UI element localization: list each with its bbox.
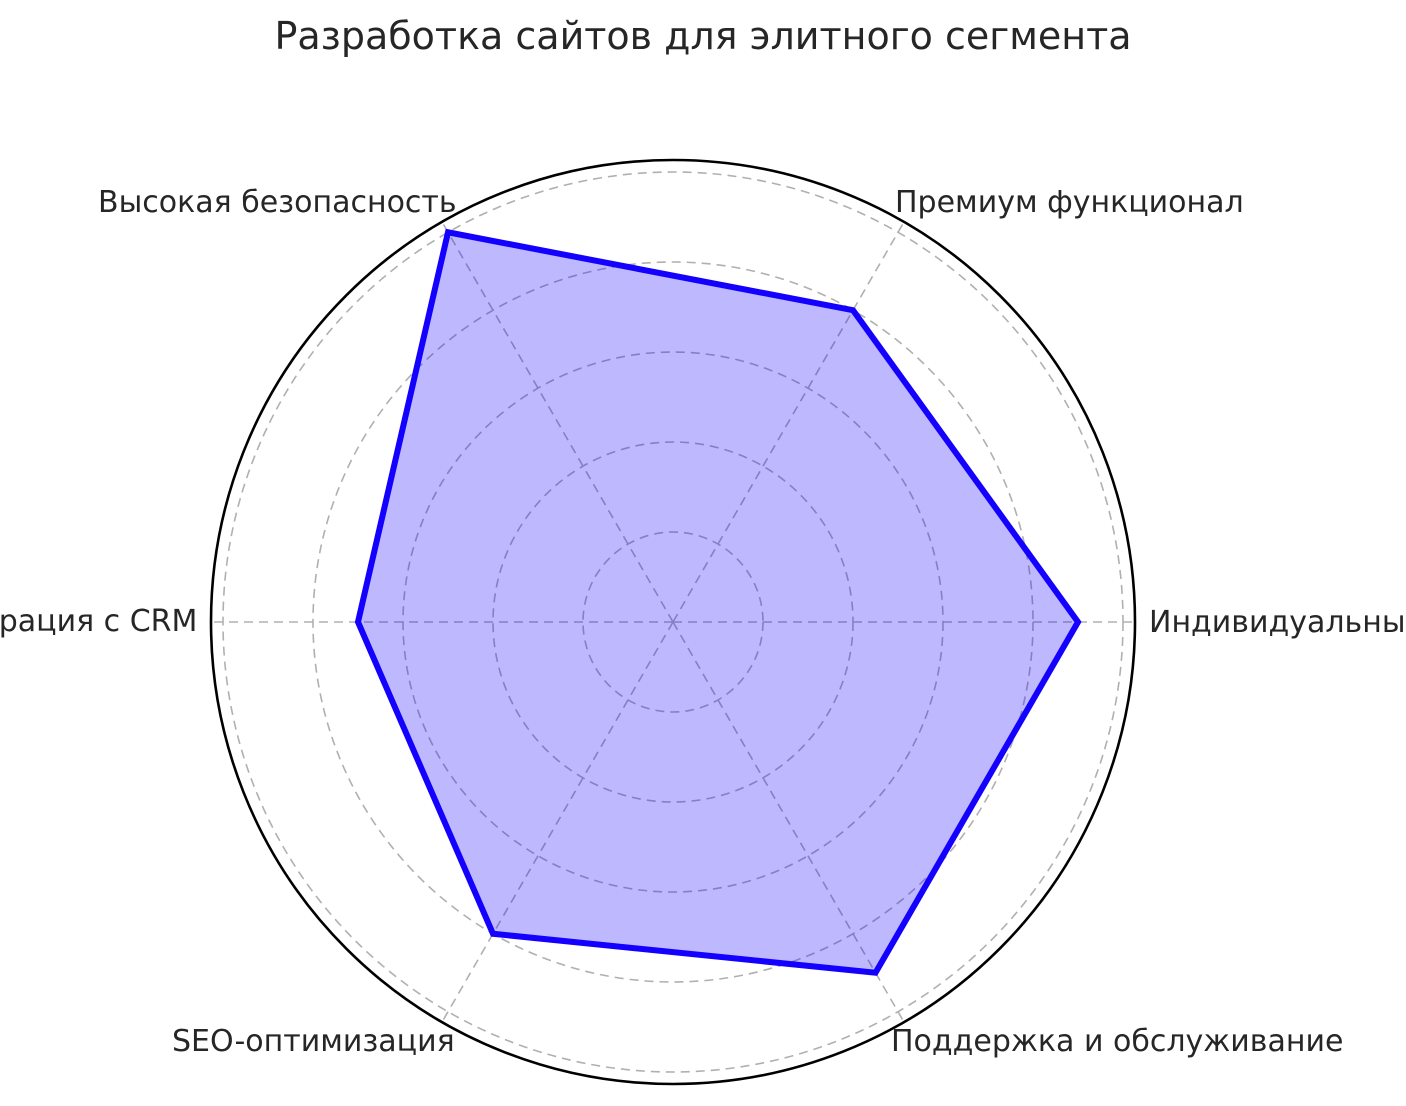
grid-spoke-1 xyxy=(672,221,905,623)
grid-spoke-5 xyxy=(672,621,905,1023)
series-polygon-fill xyxy=(358,232,1078,973)
series-polygon-outline xyxy=(354,228,1082,976)
grid-spokes xyxy=(211,221,1135,1023)
grid-spoke-2 xyxy=(441,221,674,623)
grid-spoke-4 xyxy=(441,621,674,1023)
page-title: Разработка сайтов для элитного сегмента xyxy=(274,14,1132,58)
outer-spine-circle xyxy=(209,158,1137,1086)
